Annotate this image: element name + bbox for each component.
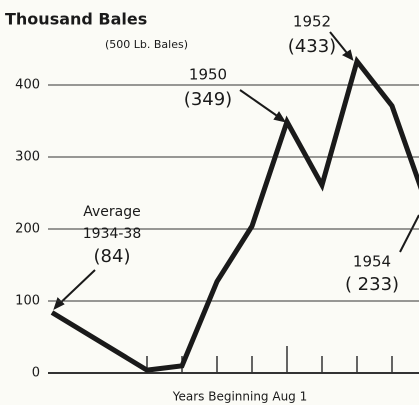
- data-label: (84): [94, 246, 131, 267]
- annotation: 1934-38: [83, 226, 142, 242]
- data-line: [50, 55, 419, 373]
- arrow: [399, 214, 419, 253]
- arrowhead: [342, 49, 354, 61]
- data-label: (349): [184, 89, 232, 110]
- annotation: 1952: [293, 13, 331, 31]
- arrowhead: [273, 111, 287, 123]
- annotation: Average: [83, 204, 141, 220]
- y-tick-label: 200: [15, 222, 40, 237]
- data-label: ( 233): [345, 274, 399, 295]
- x-axis-label: Years Beginning Aug 1: [172, 390, 308, 404]
- annotation: 1950: [189, 66, 227, 84]
- y-tick-label: 300: [15, 150, 40, 165]
- arrow: [239, 89, 284, 121]
- chart-title: Thousand Bales: [5, 10, 147, 29]
- annotation: 1954: [353, 253, 391, 271]
- y-tick-label: 100: [15, 294, 40, 309]
- y-tick-label: 400: [15, 78, 40, 93]
- y-tick-label: 0: [32, 366, 40, 381]
- data-label: (433): [288, 36, 336, 57]
- chart-subtitle: (500 Lb. Bales): [105, 38, 188, 51]
